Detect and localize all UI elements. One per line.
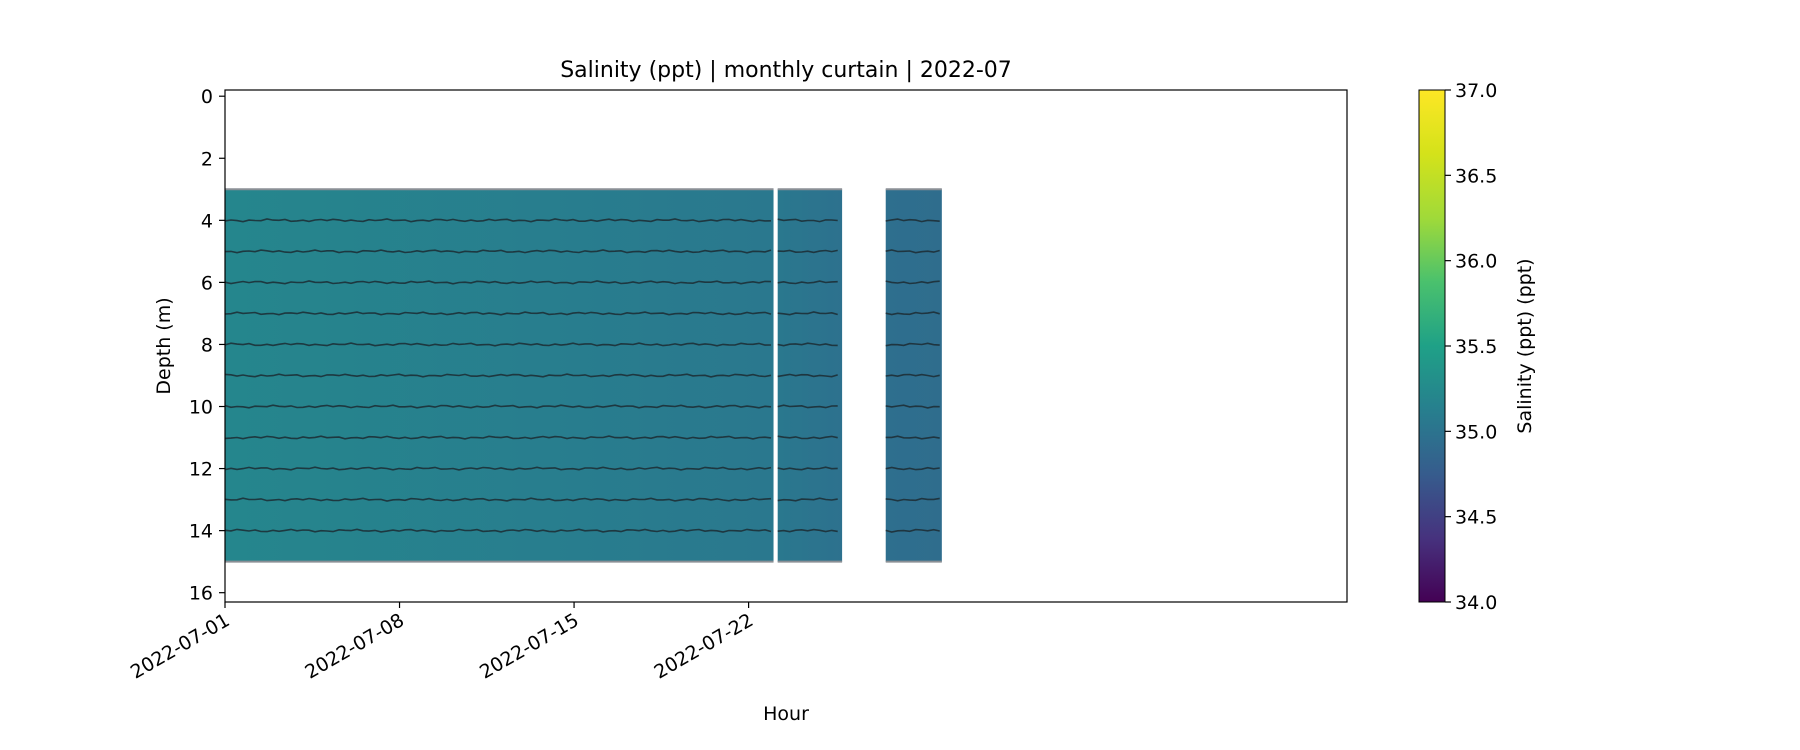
- contour-line: [885, 342, 940, 347]
- contour-lines: [224, 218, 940, 533]
- contour-line: [885, 218, 940, 223]
- contour-line: [224, 528, 772, 533]
- contour-line: [777, 497, 838, 502]
- contour-line: [224, 218, 772, 223]
- contour-line: [224, 311, 772, 316]
- y-tick-label: 14: [189, 521, 213, 543]
- colorbar-ticks: 34.0 34.5 35.0 35.5 36.0 36.5 37.0: [1445, 80, 1497, 614]
- contour-line: [224, 373, 772, 378]
- contour-line: [885, 373, 940, 378]
- y-axis-label: Depth (m): [153, 297, 175, 394]
- contour-line: [777, 249, 838, 254]
- contour-line: [777, 528, 838, 533]
- colorbar-tick-label: 36.5: [1455, 165, 1497, 187]
- y-tick-label: 4: [201, 210, 213, 232]
- contour-line: [777, 218, 838, 223]
- contour-line: [777, 466, 838, 471]
- contour-line: [777, 373, 838, 378]
- contour-line: [777, 342, 838, 347]
- y-tick-label: 8: [201, 334, 213, 356]
- x-axis-ticks: 2022-07-01 2022-07-08 2022-07-15 2022-07-22: [127, 602, 757, 684]
- contour-line: [777, 404, 838, 409]
- y-tick-label: 16: [189, 583, 213, 605]
- x-tick-label: 2022-07-08: [301, 609, 408, 683]
- y-tick-label: 6: [201, 272, 213, 294]
- contour-line: [885, 404, 940, 409]
- x-tick-label: 2022-07-22: [650, 609, 757, 683]
- contour-line: [224, 280, 772, 285]
- contour-line: [885, 280, 940, 285]
- colorbar-label: Salinity (ppt) (ppt): [1514, 258, 1536, 433]
- contour-line: [224, 249, 772, 254]
- colorbar: [1418, 89, 1446, 603]
- contour-line: [224, 497, 772, 502]
- contour-line: [885, 311, 940, 316]
- contour-line: [885, 497, 940, 502]
- contour-line: [224, 404, 772, 409]
- colorbar-tick-label: 37.0: [1455, 80, 1497, 102]
- colorbar-tick-label: 35.5: [1455, 336, 1497, 358]
- y-tick-label: 0: [201, 86, 213, 108]
- x-tick-label: 2022-07-01: [127, 609, 234, 683]
- contour-line: [777, 435, 838, 440]
- y-tick-label: 12: [189, 459, 213, 481]
- contour-line: [885, 249, 940, 254]
- contour-line: [224, 466, 772, 471]
- contour-line: [777, 311, 838, 316]
- contour-line: [224, 435, 772, 440]
- x-axis-label: Hour: [763, 703, 809, 725]
- colorbar-tick-label: 34.5: [1455, 507, 1497, 529]
- contour-line: [777, 280, 838, 285]
- y-tick-label: 10: [189, 397, 213, 419]
- contour-line: [224, 342, 772, 347]
- contour-line: [885, 435, 940, 440]
- colorbar-tick-label: 34.0: [1455, 592, 1497, 614]
- colorbar-tick-label: 36.0: [1455, 251, 1497, 273]
- y-tick-label: 2: [201, 148, 213, 170]
- x-tick-label: 2022-07-15: [476, 609, 583, 683]
- chart-title: Salinity (ppt) | monthly curtain | 2022-…: [560, 58, 1012, 83]
- contour-line: [885, 466, 940, 471]
- y-axis-ticks: 0 2 4 6 8 10 12 14 16: [189, 86, 225, 605]
- plot-frame: [224, 89, 1348, 603]
- colorbar-tick-label: 35.0: [1455, 421, 1497, 443]
- contour-line: [885, 528, 940, 533]
